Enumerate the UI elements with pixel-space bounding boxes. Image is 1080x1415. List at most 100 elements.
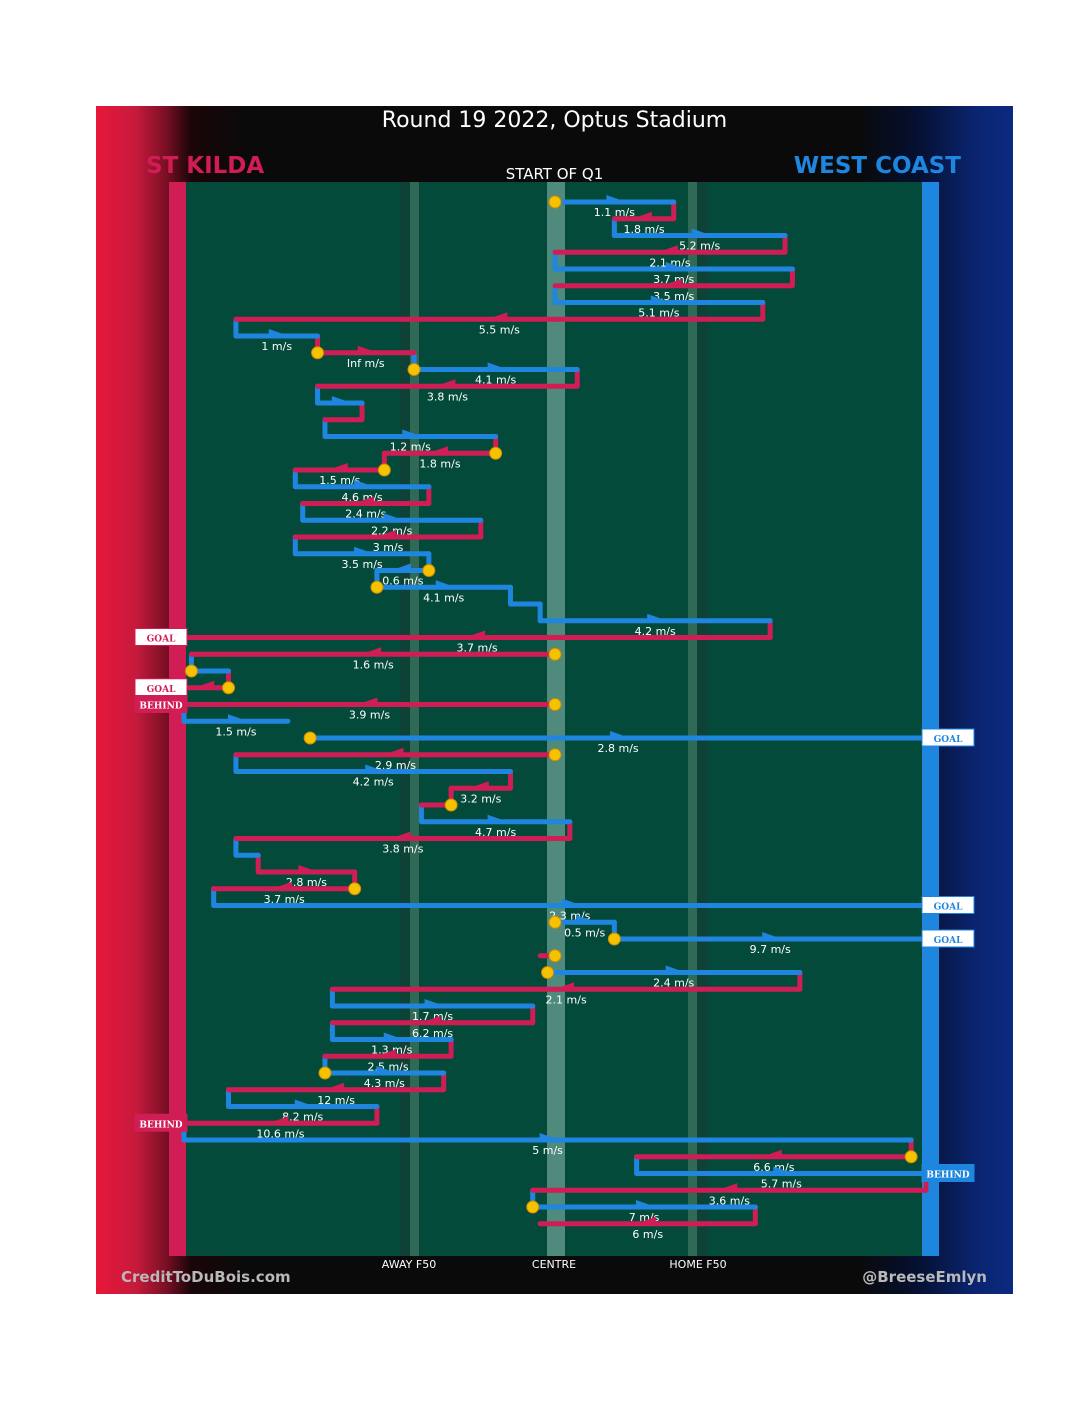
away-team-name: WEST COAST — [793, 153, 961, 179]
speed-label: 1.7 m/s — [412, 1010, 453, 1023]
speed-label: 12 m/s — [317, 1094, 355, 1107]
speed-label: 3.6 m/s — [709, 1194, 750, 1207]
speed-label: 4.2 m/s — [635, 625, 676, 638]
speed-label: 5.1 m/s — [638, 307, 679, 320]
speed-label: 5 m/s — [532, 1144, 563, 1157]
chain-arrow — [194, 680, 215, 689]
chain-arrow — [658, 245, 679, 254]
chain-arrow — [691, 228, 712, 237]
result-badge — [134, 1113, 188, 1132]
possession-marker — [904, 1150, 918, 1164]
away-goal-line — [922, 182, 939, 1256]
possession-marker — [348, 882, 362, 896]
chart-title: Round 19 2022, Optus Stadium — [381, 108, 728, 133]
speed-label: 3.2 m/s — [460, 792, 501, 805]
chain-arrow — [762, 932, 783, 940]
speed-label: Inf m/s — [347, 357, 385, 370]
possession-marker — [184, 664, 198, 678]
home-f50-label: HOME F50 — [669, 1258, 727, 1271]
possession-marker — [541, 966, 555, 979]
speed-label: 6 m/s — [632, 1228, 663, 1241]
speed-label: 5.2 m/s — [679, 240, 720, 253]
chain-arrow — [717, 1183, 738, 1192]
chain-arrow — [576, 915, 597, 924]
possession-marker — [377, 463, 391, 477]
speed-label: 1 m/s — [261, 340, 292, 353]
possession-marker — [318, 1066, 332, 1080]
speed-label: 2.9 m/s — [375, 759, 416, 772]
chain-arrow — [353, 496, 374, 505]
chain-arrow — [227, 714, 248, 723]
speed-label: 1.2 m/s — [390, 441, 431, 454]
speed-label: 2.1 m/s — [649, 256, 690, 269]
speed-label: 10.6 m/s — [256, 1127, 304, 1140]
speed-label: 1.1 m/s — [594, 206, 635, 219]
home-f50-line-core — [688, 182, 697, 1256]
result-label: GOAL — [147, 685, 177, 695]
speed-label: 2.4 m/s — [653, 977, 694, 990]
possession-marker — [548, 195, 562, 209]
chain-arrow — [272, 881, 293, 890]
speed-label: 3.5 m/s — [653, 290, 694, 303]
speed-label: 1.3 m/s — [371, 1044, 412, 1057]
chain-arrow — [268, 329, 289, 337]
possession-marker — [444, 798, 458, 812]
chain-arrow — [357, 345, 378, 354]
chart-card: 1.1 m/s 1.8 m/s 5.2 m/s 2.1 m/s 3.7 m/s 3.5 m… — [96, 106, 1013, 1294]
chain-arrow — [376, 530, 397, 538]
speed-label: 4.1 m/s — [423, 591, 464, 604]
speed-label: 6.2 m/s — [412, 1027, 453, 1040]
chain-arrow — [354, 479, 375, 488]
result-label: BEHIND — [926, 1171, 969, 1181]
chain-arrow — [610, 731, 631, 739]
chain-arrow — [354, 546, 375, 555]
result-label: GOAL — [934, 936, 964, 946]
chain-arrow — [636, 1200, 657, 1208]
result-label: BEHIND — [139, 1120, 182, 1130]
possession-marker — [548, 949, 562, 963]
centre-line — [547, 182, 565, 1256]
chain-arrow — [435, 379, 456, 388]
chain-arrow — [650, 295, 671, 304]
result-badge — [921, 896, 975, 914]
chain-arrow — [327, 463, 348, 471]
result-label: GOAL — [934, 735, 964, 745]
chain-arrow — [376, 1049, 397, 1058]
possession-marker — [548, 698, 562, 711]
possession-marker — [607, 932, 621, 946]
result-badge — [134, 695, 188, 713]
period-label: START OF Q1 — [505, 165, 604, 183]
chain-arrow — [665, 262, 686, 270]
speed-label: 2.8 m/s — [286, 876, 327, 889]
speed-label: 3.5 m/s — [342, 558, 383, 571]
result-label: GOAL — [147, 635, 177, 645]
result-badge — [921, 728, 975, 747]
chain-arrow — [632, 211, 653, 220]
possession-marker — [548, 915, 562, 929]
speed-label: 4.2 m/s — [353, 776, 394, 789]
speed-label: 3.8 m/s — [427, 390, 468, 403]
possession-marker — [370, 580, 384, 594]
speed-label: 4.3 m/s — [364, 1077, 405, 1090]
chain-arrow — [554, 982, 575, 991]
chain-arrow — [435, 580, 456, 589]
chain-arrow — [324, 1082, 345, 1091]
speed-label: 2.2 m/s — [371, 524, 412, 537]
possession-marker — [222, 681, 236, 695]
speed-label: 5.7 m/s — [761, 1178, 802, 1191]
chain-arrow — [331, 396, 352, 404]
speed-label: 1.5 m/s — [215, 725, 256, 738]
speed-label: 1.8 m/s — [419, 457, 460, 470]
away-f50-label: AWAY F50 — [381, 1258, 437, 1271]
speed-label: 5.5 m/s — [479, 323, 520, 336]
speed-label: 3.8 m/s — [382, 843, 423, 856]
chain-arrow — [487, 814, 508, 823]
chain-arrow — [420, 1015, 441, 1024]
chain-arrow — [665, 965, 686, 974]
speed-label: 3 m/s — [373, 541, 404, 554]
chain-arrow — [465, 630, 486, 639]
speed-label: 1.6 m/s — [353, 658, 394, 671]
speed-label: 3.7 m/s — [457, 642, 498, 655]
chain-arrow — [390, 831, 411, 840]
chain-arrow — [376, 1066, 397, 1074]
